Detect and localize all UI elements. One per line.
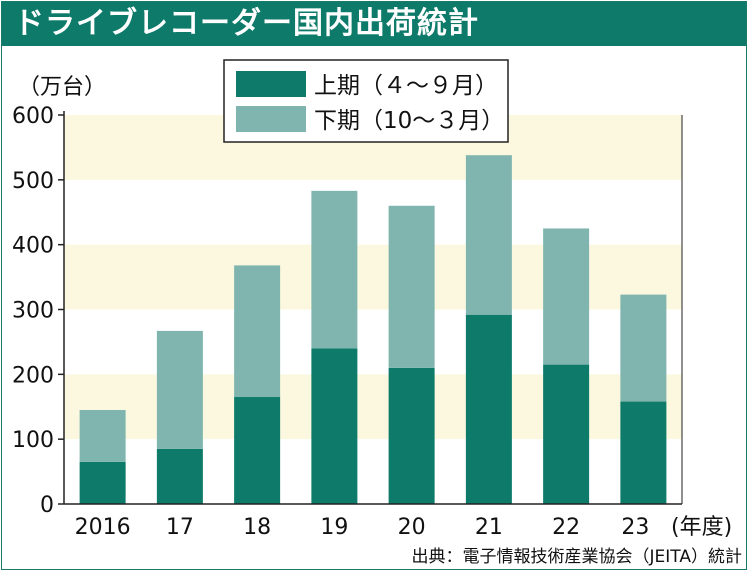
bars (79, 155, 667, 504)
x-tick-label-19: 19 (320, 515, 348, 540)
x-tick-label-20: 20 (398, 515, 426, 540)
x-tick-label-17: 17 (166, 515, 194, 540)
bar-20-first-half (388, 367, 435, 504)
x-tick-label-21: 21 (475, 515, 503, 540)
x-tick-label-18: 18 (243, 515, 271, 540)
y-tick-label-100: 100 (12, 428, 54, 453)
y-tick-label-600: 600 (12, 104, 54, 129)
y-tick-label-200: 200 (12, 363, 54, 388)
y-tick-label-300: 300 (12, 299, 54, 324)
x-tick-label-2016: 2016 (75, 515, 131, 540)
y-tick-labels: 0 100 200 300 400 500 600 (12, 104, 54, 518)
bar-17-first-half (156, 448, 203, 504)
bar-22-first-half (543, 364, 590, 504)
bar-2016-second-half (79, 409, 126, 462)
source-note: 出典：電子情報技術産業協会（JEITA）統計 (412, 547, 742, 567)
bar-22-second-half (543, 228, 590, 365)
bar-21-first-half (465, 314, 512, 504)
chart-title: ドライブレコーダー国内出荷統計 (14, 6, 479, 41)
legend-label-second-half: 下期（10～３月） (314, 108, 504, 134)
x-tick-label-22: 22 (552, 515, 580, 540)
bar-2016-first-half (79, 461, 126, 504)
x-tick-label-23: 23 (621, 515, 649, 540)
bar-20-second-half (388, 205, 435, 368)
background-bands (64, 115, 682, 440)
bar-18-second-half (234, 265, 281, 398)
bar-23-second-half (620, 294, 667, 402)
legend-swatch-second-half (236, 106, 306, 132)
band-100-200 (64, 374, 682, 440)
x-axis-unit: (年度) (671, 515, 732, 540)
y-tick-label-500: 500 (12, 169, 54, 194)
bar-19-first-half (311, 348, 358, 504)
bar-17-second-half (156, 330, 203, 449)
legend: 上期（４～９月） 下期（10～３月） (223, 59, 509, 143)
legend-label-first-half: 上期（４～９月） (314, 73, 498, 99)
gridlines (58, 114, 64, 505)
band-300-400 (64, 244, 682, 310)
bar-19-second-half (311, 190, 358, 349)
y-tick-label-0: 0 (40, 493, 54, 518)
legend-swatch-first-half (236, 71, 306, 97)
x-tick-labels: 2016 17 18 19 20 21 22 23 (75, 515, 650, 540)
bar-21-second-half (465, 155, 512, 315)
bar-18-first-half (234, 397, 281, 504)
y-axis-unit: （万台） (18, 75, 106, 100)
axes (63, 111, 683, 505)
y-tick-label-400: 400 (12, 234, 54, 259)
bar-23-first-half (620, 401, 667, 504)
title-bar: ドライブレコーダー国内出荷統計 (2, 2, 746, 46)
